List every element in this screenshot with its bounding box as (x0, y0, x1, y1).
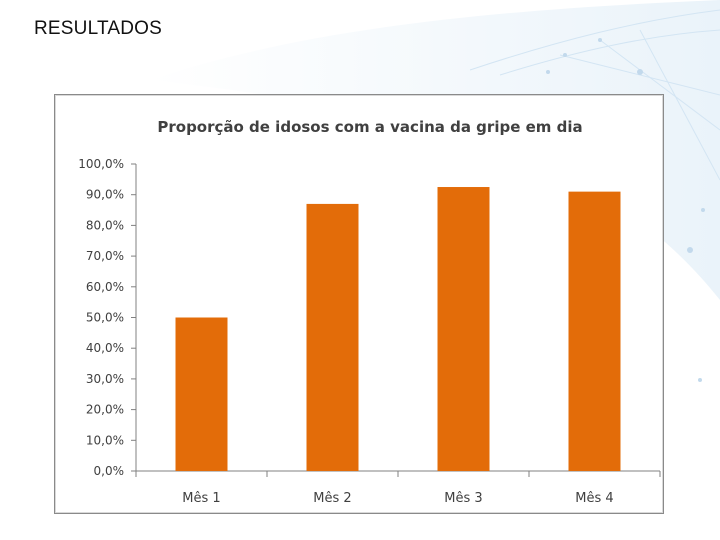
bar (437, 187, 490, 471)
y-tick-label: 100,0% (78, 157, 124, 171)
y-tick-label: 50,0% (86, 311, 124, 325)
y-tick-label: 0,0% (94, 464, 125, 478)
y-tick-label: 60,0% (86, 280, 124, 294)
y-tick-label: 30,0% (86, 372, 124, 386)
bar (568, 191, 621, 471)
y-tick-label: 80,0% (86, 218, 124, 232)
chart-title: Proporção de idosos com a vacina da grip… (157, 118, 582, 136)
x-category-label: Mês 1 (182, 491, 220, 506)
y-tick-label: 20,0% (86, 403, 124, 417)
slide-title: RESULTADOS (34, 18, 162, 39)
x-category-label: Mês 4 (575, 491, 613, 506)
bar (306, 203, 359, 471)
x-category-label: Mês 2 (313, 491, 351, 506)
y-tick-label: 90,0% (86, 188, 124, 202)
x-category-label: Mês 3 (444, 491, 482, 506)
y-tick-label: 70,0% (86, 249, 124, 263)
y-tick-label: 10,0% (86, 433, 124, 447)
chart-frame (54, 94, 664, 514)
bar (175, 317, 228, 471)
y-tick-label: 40,0% (86, 341, 124, 355)
